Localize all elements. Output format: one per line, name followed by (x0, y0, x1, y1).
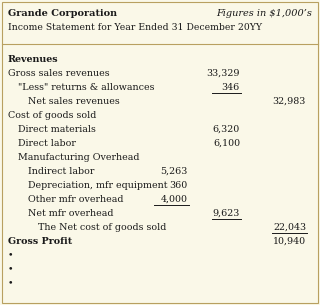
Text: "Less" returns & allowances: "Less" returns & allowances (18, 82, 155, 92)
Text: Income Statement for Year Ended 31 December 20YY: Income Statement for Year Ended 31 Decem… (8, 23, 262, 33)
Text: Other mfr overhead: Other mfr overhead (28, 195, 124, 203)
Text: The Net cost of goods sold: The Net cost of goods sold (38, 223, 166, 231)
Text: Indirect labor: Indirect labor (28, 167, 94, 175)
Text: Grande Corporation: Grande Corporation (8, 9, 117, 19)
Text: 5,263: 5,263 (161, 167, 188, 175)
Text: Direct labor: Direct labor (18, 138, 76, 148)
Text: Cost of goods sold: Cost of goods sold (8, 110, 96, 120)
Text: Revenues: Revenues (8, 55, 59, 63)
Text: 22,043: 22,043 (273, 223, 306, 231)
Text: Net sales revenues: Net sales revenues (28, 96, 120, 106)
Text: Manufacturing Overhead: Manufacturing Overhead (18, 152, 140, 162)
Text: 6,100: 6,100 (213, 138, 240, 148)
Text: •: • (8, 250, 13, 260)
Text: Gross sales revenues: Gross sales revenues (8, 69, 110, 77)
Text: •: • (8, 278, 13, 288)
Text: 346: 346 (222, 82, 240, 92)
Text: 4,000: 4,000 (161, 195, 188, 203)
Text: •: • (8, 264, 13, 274)
Text: Figures in $1,000’s: Figures in $1,000’s (216, 9, 312, 19)
Text: 9,623: 9,623 (212, 209, 240, 217)
Text: 360: 360 (170, 181, 188, 189)
Text: 10,940: 10,940 (273, 236, 306, 246)
Text: Net mfr overhead: Net mfr overhead (28, 209, 114, 217)
Text: Gross Profit: Gross Profit (8, 236, 72, 246)
Text: Direct materials: Direct materials (18, 124, 96, 134)
Text: 6,320: 6,320 (213, 124, 240, 134)
Text: 32,983: 32,983 (273, 96, 306, 106)
Text: 33,329: 33,329 (206, 69, 240, 77)
Text: Depreciation, mfr equipment: Depreciation, mfr equipment (28, 181, 167, 189)
